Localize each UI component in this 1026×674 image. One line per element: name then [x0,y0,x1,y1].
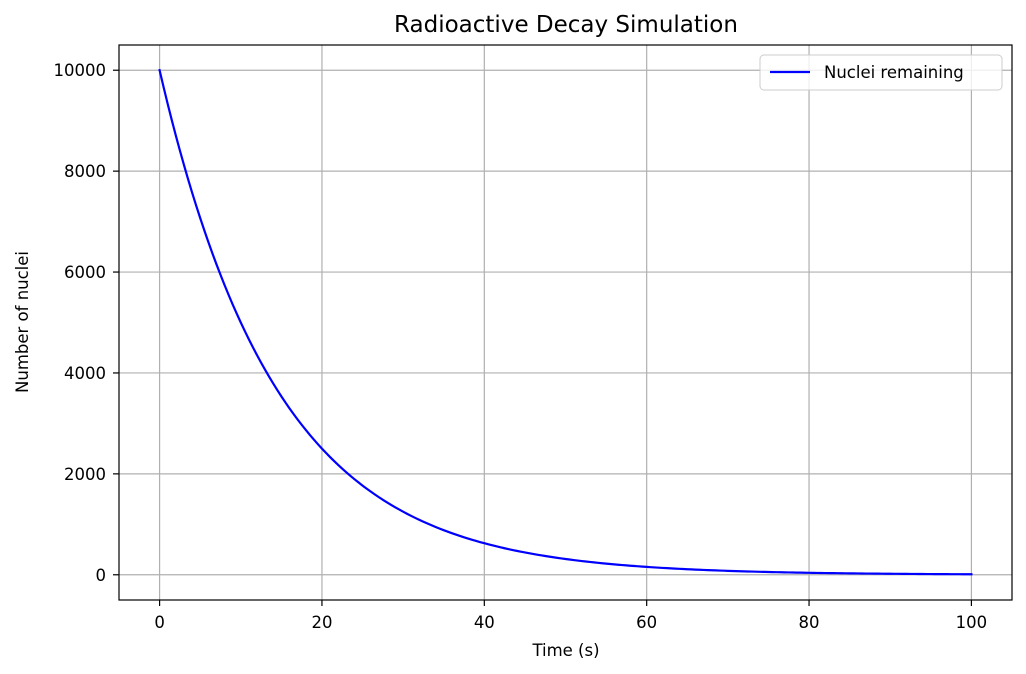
series-line [158,68,973,576]
legend-box [759,54,1003,91]
chart-title: Radioactive Decay Simulation [394,12,738,38]
plot-frame [118,44,1013,601]
y-tick-label: 10000 [54,61,107,80]
y-tick-label: 8000 [64,162,106,181]
x-tick-label: 80 [799,613,820,632]
x-tick-label: 40 [474,613,495,632]
y-tick-label: 0 [96,566,107,585]
axis-ticks: 0 20 40 60 80 100 0 2000 4000 6000 8000 10000 [54,61,988,632]
y-tick-label: 6000 [64,263,106,282]
y-tick-label: 4000 [64,364,106,383]
x-tick-label: 60 [636,613,657,632]
x-axis-label: Time (s) [531,641,599,660]
x-tick-label: 100 [956,613,988,632]
series-layer [158,68,973,576]
legend-entry-label: Nuclei remaining [824,63,964,82]
legend: Nuclei remaining [759,54,1003,91]
y-tick-label: 2000 [64,465,106,484]
x-tick-label: 20 [311,613,332,632]
y-axis-label: Number of nuclei [13,251,32,393]
x-tick-label: 0 [154,613,165,632]
